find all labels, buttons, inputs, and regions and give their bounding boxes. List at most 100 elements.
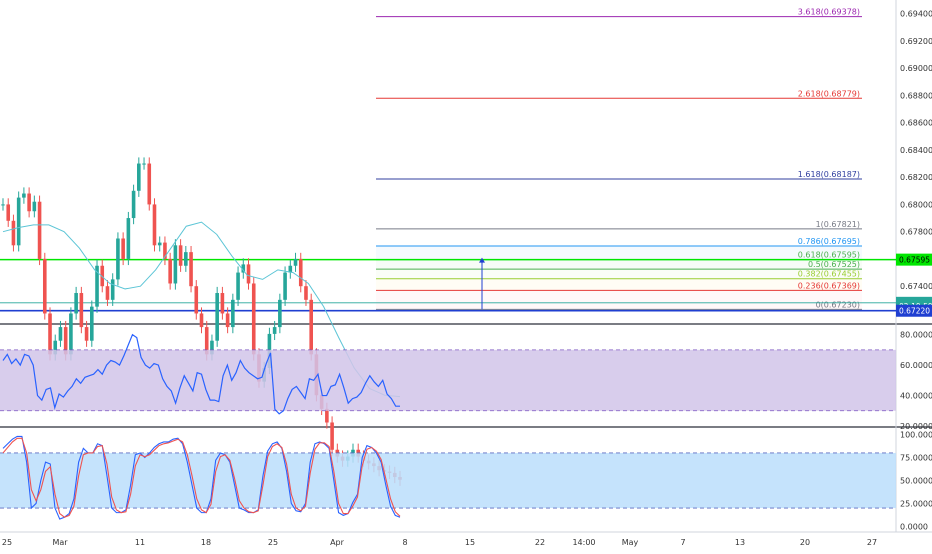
price-axis-tick: 0.67800 — [900, 228, 932, 237]
stoch-d-line — [2, 437, 401, 518]
fib-level-label: 0(0.67230) — [816, 300, 860, 309]
fib-level-label: 0.618(0.67595) — [798, 251, 860, 260]
candle-body — [137, 163, 141, 191]
stoch-axis-tick: 0.0000 — [900, 522, 928, 531]
candle-body — [63, 327, 68, 355]
price-badge — [896, 304, 932, 317]
candle-body — [204, 327, 209, 355]
candle-body — [199, 313, 204, 328]
candle-body — [84, 327, 89, 341]
candle-body — [116, 238, 120, 280]
candle-body — [27, 193, 31, 212]
price-axis-tick: 0.68400 — [900, 146, 932, 155]
candle-body — [100, 265, 105, 287]
candle-body — [90, 306, 94, 341]
candle-body — [48, 313, 52, 355]
candle-body — [95, 265, 99, 307]
price-axis-tick: 0.69400 — [900, 10, 932, 19]
candle-body — [168, 258, 172, 284]
time-axis-label: 27 — [867, 538, 877, 547]
time-axis-label: 14:00 — [572, 538, 595, 547]
candle-body — [231, 299, 235, 328]
rsi-axis-tick: 20.0000 — [900, 422, 932, 431]
moving-average-line — [2, 221, 401, 398]
time-axis-label: 25 — [2, 538, 12, 547]
candle-body — [105, 286, 110, 300]
fib-level-label: 0.382(0.67455) — [798, 270, 860, 279]
candle-body — [79, 293, 84, 328]
rsi-axis-tick: 60.0000 — [900, 361, 932, 370]
rsi-band — [0, 349, 896, 411]
candle-body — [215, 293, 219, 341]
candle-body — [131, 190, 136, 219]
candle-body — [37, 201, 42, 259]
price-badge-label: 0.67220 — [899, 307, 930, 316]
rsi-axis-tick: 80.0000 — [900, 331, 932, 340]
candle-body — [288, 265, 293, 273]
stoch-k-line — [2, 435, 401, 520]
candle-body — [220, 293, 225, 314]
time-axis-label: 8 — [402, 538, 407, 547]
candle-body — [74, 293, 78, 314]
candle-body — [69, 313, 73, 355]
candle-body — [147, 163, 152, 205]
candle-body — [1, 204, 5, 206]
time-axis-label: 11 — [135, 538, 145, 547]
candle-body — [304, 286, 308, 300]
price-axis-tick: 0.69200 — [900, 37, 932, 46]
candle-body — [210, 340, 214, 355]
time-axis-label: 15 — [465, 538, 475, 547]
fib-zone — [376, 259, 862, 270]
projection-arrow-head — [479, 257, 485, 263]
time-axis-label: 13 — [735, 538, 745, 547]
time-axis-label: 20 — [800, 538, 810, 547]
fib-level-label: 3.618(0.69378) — [798, 8, 860, 17]
price-axis-tick: 0.68600 — [900, 119, 932, 128]
price-badge-label: 0.67595 — [899, 256, 930, 265]
stoch-axis-tick: 25.0000 — [900, 499, 932, 508]
candle-body — [126, 218, 131, 259]
price-axis-tick: 0.68200 — [900, 173, 932, 182]
candle-body — [325, 408, 329, 423]
time-axis-label: Mar — [52, 538, 68, 547]
price-axis-tick: 0.68000 — [900, 200, 932, 209]
fib-level-label: 1(0.67821) — [816, 220, 860, 229]
fib-zone — [376, 278, 862, 291]
fib-level-label: 0.236(0.67369) — [798, 281, 860, 290]
candle-body — [278, 299, 282, 328]
candle-body — [241, 264, 246, 273]
candle-body — [246, 264, 251, 284]
candle-body — [309, 299, 313, 355]
candle-body — [184, 252, 188, 266]
time-axis-label: 7 — [680, 538, 685, 547]
candle-body — [42, 258, 47, 314]
rsi-line — [2, 333, 400, 415]
stoch-axis-tick: 50.0000 — [900, 477, 932, 486]
candle-body — [163, 242, 167, 259]
fib-zone — [376, 245, 862, 260]
candle-body — [173, 245, 178, 284]
candle-body — [225, 313, 230, 328]
time-axis-label: 25 — [268, 538, 278, 547]
time-axis-label: 22 — [535, 538, 545, 547]
candle-body — [121, 238, 125, 259]
candle-body — [11, 220, 16, 246]
fib-level-label: 2.618(0.68779) — [798, 89, 860, 98]
candle-body — [6, 204, 11, 221]
candle-body — [330, 422, 334, 450]
time-axis-label: Apr — [330, 538, 345, 547]
rsi-axis-tick: 40.0000 — [900, 392, 932, 401]
candle-body — [293, 258, 298, 266]
candle-body — [110, 279, 115, 300]
fib-level-label: 0.5(0.67525) — [808, 260, 860, 269]
stoch-band — [0, 452, 896, 509]
candle-body — [194, 286, 199, 314]
fib-zone — [376, 290, 862, 310]
candle-body — [16, 197, 21, 246]
price-axis-tick: 0.67400 — [900, 282, 932, 291]
fib-zone — [376, 269, 862, 279]
candle-body — [178, 245, 183, 266]
candle-body — [142, 163, 146, 165]
